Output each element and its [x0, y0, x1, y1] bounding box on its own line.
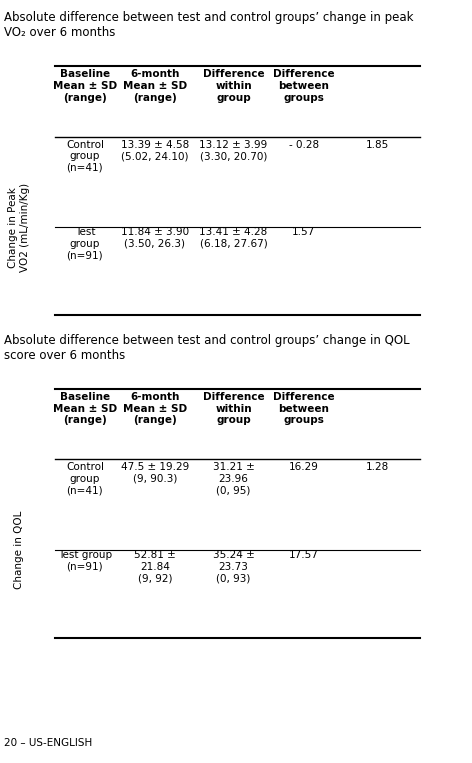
Text: Change in Peak
VO2 (mL/min/Kg): Change in Peak VO2 (mL/min/Kg)	[8, 183, 30, 272]
Text: Control
group
(n=41): Control group (n=41)	[66, 140, 104, 173]
Text: Change in QOL: Change in QOL	[14, 511, 24, 589]
Text: 13.12 ± 3.99
(3.30, 20.70): 13.12 ± 3.99 (3.30, 20.70)	[200, 140, 268, 161]
Text: 11.84 ± 3.90
(3.50, 26.3): 11.84 ± 3.90 (3.50, 26.3)	[121, 227, 189, 249]
Text: 52.81 ±
21.84
(9, 92): 52.81 ± 21.84 (9, 92)	[134, 550, 176, 584]
Text: 6-month
Mean ± SD
(range): 6-month Mean ± SD (range)	[123, 69, 187, 103]
Text: Test
group
(n=91): Test group (n=91)	[67, 227, 103, 261]
Text: - 0.28: - 0.28	[288, 140, 319, 150]
Text: Absolute difference between test and control groups’ change in peak
VO₂ over 6 m: Absolute difference between test and con…	[4, 11, 414, 40]
Text: Test group
(n=91): Test group (n=91)	[58, 550, 112, 571]
Text: 20 – US-ENGLISH: 20 – US-ENGLISH	[4, 738, 93, 748]
Text: 17.57: 17.57	[289, 550, 319, 560]
Text: 1.28: 1.28	[366, 462, 389, 472]
Text: 35.24 ±
23.73
(0, 93): 35.24 ± 23.73 (0, 93)	[213, 550, 254, 584]
Text: Difference
between
groups: Difference between groups	[273, 69, 335, 103]
Text: Baseline
Mean ± SD
(range): Baseline Mean ± SD (range)	[53, 69, 117, 103]
Text: 31.21 ±
23.96
(0, 95): 31.21 ± 23.96 (0, 95)	[213, 462, 254, 496]
Text: Control
group
(n=41): Control group (n=41)	[66, 462, 104, 496]
Text: 13.41 ± 4.28
(6.18, 27.67): 13.41 ± 4.28 (6.18, 27.67)	[200, 227, 268, 249]
Text: 6-month
Mean ± SD
(range): 6-month Mean ± SD (range)	[123, 392, 187, 426]
Text: Difference
between
groups: Difference between groups	[273, 392, 335, 426]
Text: 47.5 ± 19.29
(9, 90.3): 47.5 ± 19.29 (9, 90.3)	[121, 462, 189, 484]
Text: 13.39 ± 4.58
(5.02, 24.10): 13.39 ± 4.58 (5.02, 24.10)	[121, 140, 189, 161]
Text: Difference
within
group: Difference within group	[203, 69, 264, 103]
Text: Difference
within
group: Difference within group	[203, 392, 264, 426]
Text: Absolute difference between test and control groups’ change in QOL
score over 6 : Absolute difference between test and con…	[4, 334, 410, 362]
Text: 1.85: 1.85	[366, 140, 389, 150]
Text: 16.29: 16.29	[289, 462, 319, 472]
Text: Baseline
Mean ± SD
(range): Baseline Mean ± SD (range)	[53, 392, 117, 426]
Text: 1.57: 1.57	[292, 227, 315, 237]
